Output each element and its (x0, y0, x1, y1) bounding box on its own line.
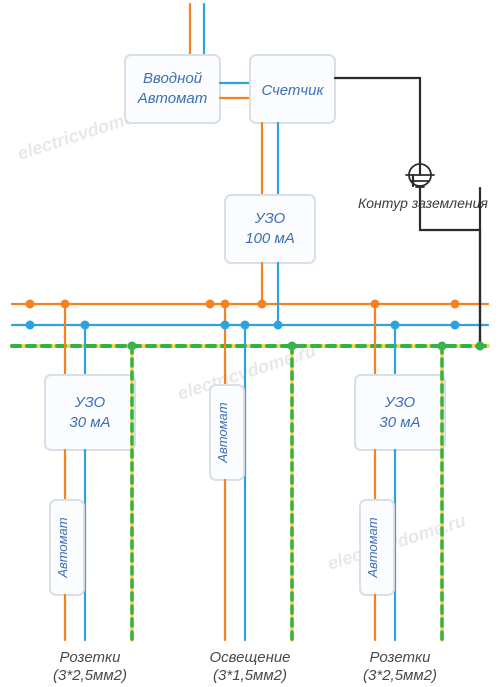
junction-node (26, 300, 35, 309)
rcd-main-box (225, 195, 315, 263)
label: УЗО (74, 394, 106, 411)
junction-node (258, 300, 267, 309)
junction-node (206, 300, 215, 309)
label: (3*2,5мм2) (53, 667, 127, 684)
label: 30 мА (69, 414, 110, 431)
label: Розетки (370, 649, 432, 666)
junction-node (221, 321, 230, 330)
junction-node (26, 321, 35, 330)
rcd-main-label: УЗО (254, 210, 286, 227)
watermark: electricvdome.ru (325, 510, 468, 574)
label: Розетки (60, 649, 122, 666)
junction-node (451, 300, 460, 309)
label: Автомат (215, 402, 230, 463)
label: 30 мА (379, 414, 420, 431)
label: (3*1,5мм2) (213, 667, 287, 684)
label: Автомат (365, 517, 380, 578)
junction-node (476, 342, 485, 351)
main-breaker-box (125, 55, 220, 123)
ground-label: Контур заземления (358, 195, 488, 211)
meter-label: Счетчик (261, 82, 324, 99)
junction-node (451, 321, 460, 330)
main-breaker-label: Автомат (137, 90, 207, 107)
label: (3*2,5мм2) (363, 667, 437, 684)
rcd-main-label: 100 мА (245, 230, 294, 247)
watermark: electricvdome.ru (175, 340, 318, 404)
junction-node (274, 321, 283, 330)
rcd-box (45, 375, 135, 450)
rcd-box (355, 375, 445, 450)
label: УЗО (384, 394, 416, 411)
main-breaker-label: Вводной (143, 70, 203, 87)
label: Автомат (55, 517, 70, 578)
label: Освещение (209, 649, 290, 666)
